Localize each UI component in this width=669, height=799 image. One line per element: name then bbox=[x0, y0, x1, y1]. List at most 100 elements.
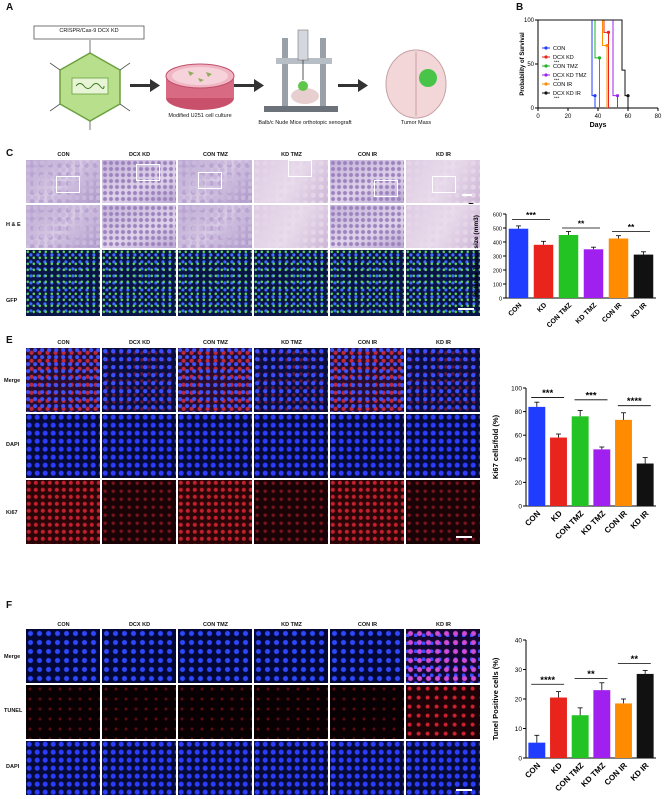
he-high-kd-ir bbox=[406, 205, 480, 248]
f-col-kd-tmz: KD TMZ bbox=[281, 622, 302, 628]
he-high-con-ir bbox=[330, 205, 404, 248]
survival-marker-1 bbox=[606, 30, 611, 34]
x-tick-label: CON IR bbox=[603, 761, 629, 787]
significance-label: *** bbox=[585, 390, 596, 401]
e-dapi-con-tmz bbox=[178, 414, 252, 478]
bar-kd-ir bbox=[633, 254, 654, 298]
e-ki67-kd-ir bbox=[406, 480, 480, 544]
y-tick-label: 40 bbox=[515, 638, 523, 645]
f-col-kd-ir: KD IR bbox=[436, 622, 451, 628]
legend-marker-2 bbox=[544, 64, 548, 68]
tunel-chart: 0 10 20 30 40 Tunel Positive cells (%) CON KD CO… bbox=[491, 638, 656, 793]
x-tick-label: 60 bbox=[625, 114, 632, 120]
x-tick-label: CON IR bbox=[601, 302, 623, 324]
tumor-label: Tumor Mass bbox=[400, 120, 432, 126]
bar-kd-ir bbox=[636, 463, 654, 506]
x-tick-label: CON bbox=[523, 509, 542, 528]
y-tick-label: 100 bbox=[511, 386, 522, 393]
e-dapi-kd-tmz bbox=[254, 414, 328, 478]
bar-con-tmz bbox=[571, 715, 589, 758]
x-tick-label: KD bbox=[549, 509, 564, 524]
significance-label: **** bbox=[540, 675, 555, 686]
x-tick-label: 0 bbox=[536, 114, 540, 120]
e-dapi-con bbox=[26, 414, 100, 478]
y-tick-label: 80 bbox=[515, 409, 523, 416]
vector-label: CRISPR/Cas-9 DCX KD bbox=[59, 28, 119, 34]
bar-con-ir bbox=[615, 419, 632, 506]
f-dapi-con-ir bbox=[330, 741, 404, 795]
x-tick-label: CON IR bbox=[603, 509, 629, 535]
f-dapi-kd-tmz bbox=[254, 741, 328, 795]
y-tick-label: 0 bbox=[518, 504, 522, 511]
x-tick-label: CON bbox=[507, 302, 523, 318]
f-merge-kd-ir bbox=[406, 629, 480, 683]
f-tunel-con-ir bbox=[330, 685, 404, 739]
f-tunel-kd-tmz bbox=[254, 685, 328, 739]
e-col-con-tmz: CON TMZ bbox=[202, 340, 229, 346]
gfp-kd-ir bbox=[406, 250, 480, 316]
x-tick-label: KD IR bbox=[630, 302, 648, 320]
legend-label-4: CON IR bbox=[553, 82, 572, 88]
y-tick-label: 500 bbox=[493, 227, 502, 233]
y-axis-label: Tunel Positive cells (%) bbox=[491, 657, 500, 740]
survival-marker-5 bbox=[626, 94, 630, 98]
legend-label-0: CON bbox=[553, 46, 565, 52]
e-ki67-con bbox=[26, 480, 100, 544]
legend-label-1: DCX KD bbox=[553, 55, 574, 61]
e-row-ki67: Ki67 bbox=[6, 510, 18, 516]
c-col-kd-tmz: KD TMZ bbox=[281, 152, 302, 158]
he-low-con-tmz bbox=[178, 160, 252, 203]
bar-kd-tmz bbox=[583, 249, 604, 298]
f-dapi-dcx-kd bbox=[102, 741, 176, 795]
survival-marker-4 bbox=[605, 43, 609, 48]
stereotaxic-frame-icon bbox=[264, 29, 338, 112]
f-row-dapi: DAPI bbox=[6, 764, 20, 770]
y-tick-label: 600 bbox=[493, 213, 502, 219]
legend-significance-5: *** bbox=[554, 96, 560, 101]
legend-marker-4 bbox=[544, 82, 548, 86]
legend-label-5: DCX KD IR bbox=[553, 91, 581, 97]
e-col-kd-tmz: KD TMZ bbox=[281, 340, 302, 346]
survival-line-5 bbox=[538, 19, 629, 108]
f-row-tunel: TUNEL bbox=[4, 708, 23, 714]
legend-significance-1: *** bbox=[554, 60, 560, 65]
significance-label: ** bbox=[628, 222, 635, 232]
he-high-con-tmz bbox=[178, 205, 252, 248]
e-ki67-con-ir bbox=[330, 480, 404, 544]
bar-con-ir bbox=[615, 703, 632, 758]
e-merge-con bbox=[26, 348, 100, 412]
y-axis-label: Ki67 cells/fold (%) bbox=[491, 414, 500, 479]
x-tick-label: 80 bbox=[655, 114, 662, 120]
legend-label-3: DCX KD TMZ bbox=[553, 73, 587, 79]
y-tick-label: 400 bbox=[493, 241, 502, 247]
e-ki67-kd-tmz bbox=[254, 480, 328, 544]
legend-marker-5 bbox=[544, 91, 548, 95]
significance-label: **** bbox=[627, 396, 642, 407]
panel-label-e: E bbox=[6, 335, 13, 346]
x-tick-label: CON TMZ bbox=[546, 301, 574, 329]
c-col-kd-ir: KD IR bbox=[436, 152, 451, 158]
y-tick-label: 40 bbox=[515, 456, 523, 463]
bar-con bbox=[508, 228, 529, 298]
panel-label-b: B bbox=[516, 2, 524, 13]
e-dapi-kd-ir bbox=[406, 414, 480, 478]
f-merge-dcx-kd bbox=[102, 629, 176, 683]
survival-chart: 0 50 100 0 20 40 60 80 Days Probability of Surviv… bbox=[520, 18, 662, 129]
x-tick-label: 20 bbox=[565, 114, 572, 120]
f-tunel-kd-ir bbox=[406, 685, 480, 739]
f-dapi-con-tmz bbox=[178, 741, 252, 795]
he-high-kd-tmz bbox=[254, 205, 328, 248]
x-tick-label: KD bbox=[549, 761, 564, 776]
y-axis-label: Relative Tumor size (mm3) bbox=[473, 215, 480, 297]
y-axis-label: Probability of Survival bbox=[520, 32, 526, 96]
e-merge-kd-ir bbox=[406, 348, 480, 412]
f-col-con: CON bbox=[57, 622, 70, 628]
bar-kd-ir bbox=[636, 673, 654, 758]
he-low-kd-tmz bbox=[254, 160, 328, 203]
f-merge-con-ir bbox=[330, 629, 404, 683]
y-tick-label: 0 bbox=[531, 106, 535, 112]
x-tick-label: 40 bbox=[595, 114, 602, 120]
y-tick-label: 0 bbox=[499, 297, 502, 303]
x-tick-label: KD TMZ bbox=[575, 301, 599, 325]
bar-kd bbox=[533, 244, 554, 298]
